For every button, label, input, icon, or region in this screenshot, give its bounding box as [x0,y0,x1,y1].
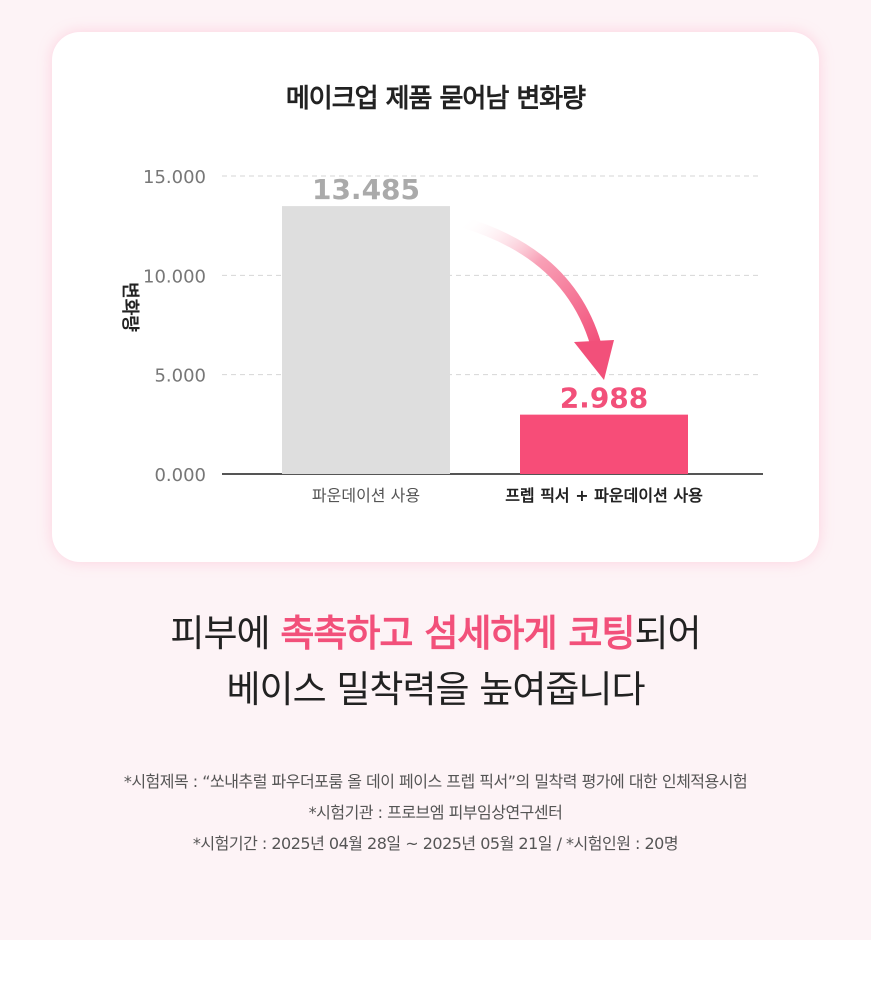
headline-text-2: 되어 [634,612,701,655]
headline-text-1: 피부에 [170,612,281,655]
y-axis-label: 변화량 [119,282,140,332]
y-tick-label: 10.000 [143,266,206,287]
headline-accent: 촉촉하고 섬세하게 코팅 [280,612,635,655]
chart-title: 메이크업 제품 묻어남 변화량 [285,84,586,114]
y-tick-label: 5.000 [154,366,206,387]
footnote-test-title: *시험제목 : “쏘내추럴 파우더포룸 올 데이 페이스 프렙 픽서”의 밀착력… [123,772,748,791]
y-tick-label: 0.000 [154,465,206,486]
bar-value-label: 13.485 [312,173,420,206]
y-tick-label: 15.000 [143,167,206,188]
headline-line-1: 피부에 촉촉하고 섬세하게 코팅되어 [0,606,871,662]
bar-value-label: 2.988 [560,382,649,415]
headline: 피부에 촉촉하고 섬세하게 코팅되어 베이스 밀착력을 높여줍니다 [0,606,871,718]
trend-arrow-head [574,340,614,380]
footnote-test-institution: *시험기관 : 프로브엠 피부임상연구센터 [308,803,563,822]
bar [520,414,688,474]
bar-chart: 0.000 5.000 10.000 15.000 변화량 13.485 파운데이션 사용 2… [119,167,763,505]
x-category-label: 파운데이션 사용 [312,486,420,505]
footnotes: *시험제목 : “쏘내추럴 파우더포룸 올 데이 페이스 프렙 픽서”의 밀착력… [0,766,871,859]
x-category-label: 프렙 픽서 + 파운데이션 사용 [505,486,703,505]
bar [282,206,450,474]
headline-line-2: 베이스 밀착력을 높여줍니다 [226,668,645,711]
trend-arrow-shaft [456,216,602,351]
footnote-test-period: *시험기간 : 2025년 04월 28일 ~ 2025년 05월 21일 / … [192,834,679,853]
